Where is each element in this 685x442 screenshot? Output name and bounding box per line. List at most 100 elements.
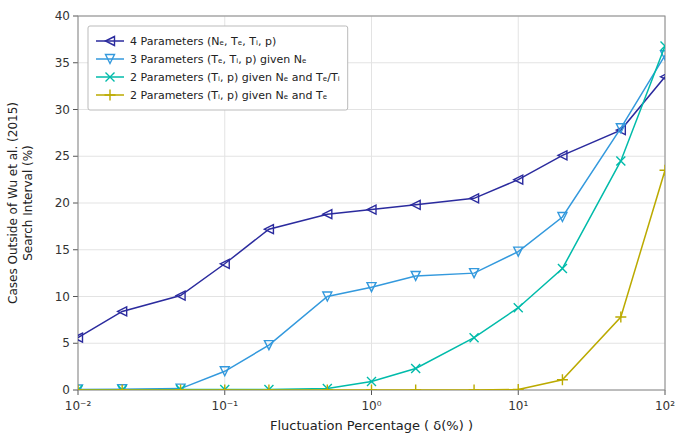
y-tick	[73, 343, 78, 344]
point	[616, 156, 625, 165]
point	[411, 364, 420, 373]
point	[219, 385, 230, 391]
data	[78, 41, 665, 390]
series	[78, 51, 665, 390]
series-line	[78, 46, 665, 390]
y-tick	[73, 156, 78, 157]
legend-swatch-marker	[106, 55, 115, 64]
point	[411, 271, 420, 280]
axes: 10⁻²10⁻¹10⁰10¹10²0510152025303540	[55, 9, 676, 413]
plot-frame	[78, 16, 665, 390]
point	[117, 385, 128, 391]
x-tick-label: 10⁰	[361, 399, 381, 413]
y-tick	[73, 296, 78, 297]
point	[411, 200, 420, 209]
point	[78, 385, 84, 391]
point	[470, 333, 479, 342]
legend-swatch-line	[96, 58, 124, 60]
series-line	[78, 170, 665, 390]
legend-label: 2 Parameters (Tᵢ, p) given Nₑ and Tₑ/Tᵢ	[130, 71, 340, 84]
point	[661, 72, 666, 81]
y-tick	[73, 390, 78, 391]
point	[660, 165, 666, 176]
point	[367, 283, 376, 292]
point	[220, 259, 229, 268]
point	[558, 264, 567, 273]
legend-swatch-marker	[106, 37, 115, 46]
x-tick	[371, 390, 372, 395]
point	[615, 312, 626, 323]
point	[616, 124, 625, 133]
x-tick	[665, 390, 666, 395]
point	[557, 374, 568, 385]
point	[322, 385, 333, 391]
y-tick-label: 40	[55, 9, 70, 23]
point	[558, 213, 567, 222]
legend-swatch-marker	[106, 73, 115, 82]
x-tick	[78, 390, 79, 395]
point	[220, 367, 229, 376]
x-tick-label: 10²	[655, 399, 675, 413]
point	[323, 292, 332, 301]
y-axis-label-line: Search Interval (%)	[21, 145, 35, 261]
point	[514, 175, 523, 184]
plot-area	[78, 16, 665, 390]
y-tick-label: 35	[55, 56, 70, 70]
series	[78, 72, 665, 342]
chart: 10⁻²10⁻¹10⁰10¹10²0510152025303540Fluctua…	[0, 0, 685, 442]
point	[366, 385, 377, 391]
y-tick	[73, 62, 78, 63]
point	[264, 341, 273, 350]
y-tick	[73, 249, 78, 250]
point	[469, 385, 480, 391]
legend-box	[88, 26, 348, 110]
grid	[78, 16, 665, 390]
point	[323, 210, 332, 219]
point	[558, 151, 567, 160]
legend-label: 4 Parameters (Nₑ, Tₑ, Tᵢ, p)	[130, 35, 276, 48]
x-tick-label: 10¹	[508, 399, 528, 413]
y-tick-label: 30	[55, 103, 70, 117]
y-grid-line	[78, 343, 665, 344]
point	[78, 333, 83, 342]
y-tick-label: 5	[62, 336, 70, 350]
x-tick-label: 10⁻¹	[212, 399, 239, 413]
series	[78, 41, 665, 390]
y-tick-label: 0	[62, 383, 70, 397]
legend-label: 2 Parameters (Tᵢ, p) given Nₑ and Tₑ	[130, 89, 327, 102]
point	[118, 307, 127, 316]
point	[176, 291, 185, 300]
y-grid-line	[78, 249, 665, 250]
legend-label: 3 Parameters (Tₑ, Tᵢ, p) given Nₑ	[130, 53, 307, 66]
y-tick-label: 25	[55, 149, 70, 163]
y-grid-line	[78, 296, 665, 297]
point	[175, 385, 186, 391]
x-axis-label: Fluctuation Percentage ( δ(%) )	[270, 418, 473, 433]
x-tick-label: 10⁻²	[65, 399, 92, 413]
legend-item: 2 Parameters (Tᵢ, p) given Nₑ and Tₑ	[96, 89, 327, 102]
point	[514, 247, 523, 256]
x-tick	[518, 390, 519, 395]
legend-item: 2 Parameters (Tᵢ, p) given Nₑ and Tₑ/Tᵢ	[96, 71, 340, 84]
legend: 4 Parameters (Nₑ, Tₑ, Tᵢ, p) 3 Parameters…	[88, 26, 348, 110]
point	[514, 303, 523, 312]
y-tick	[73, 203, 78, 204]
legend-item: 4 Parameters (Nₑ, Tₑ, Tᵢ, p)	[96, 35, 276, 48]
series-line	[78, 77, 665, 338]
y-axis-label: Cases Outside of Wu et al. (2015)Search …	[6, 102, 35, 304]
point	[470, 194, 479, 203]
point	[470, 269, 479, 278]
y-tick	[73, 109, 78, 110]
y-grid-line	[78, 156, 665, 157]
point	[367, 205, 376, 214]
legend-item: 3 Parameters (Tₑ, Tᵢ, p) given Nₑ	[96, 53, 307, 66]
y-tick-label: 15	[55, 243, 70, 257]
series	[78, 165, 665, 390]
y-tick-label: 10	[55, 290, 70, 304]
y-axis-label-line: Cases Outside of Wu et al. (2015)	[6, 102, 20, 304]
point	[661, 41, 666, 50]
point	[263, 385, 274, 391]
point	[264, 225, 273, 234]
legend-swatch-marker	[105, 90, 116, 101]
point	[513, 384, 524, 390]
